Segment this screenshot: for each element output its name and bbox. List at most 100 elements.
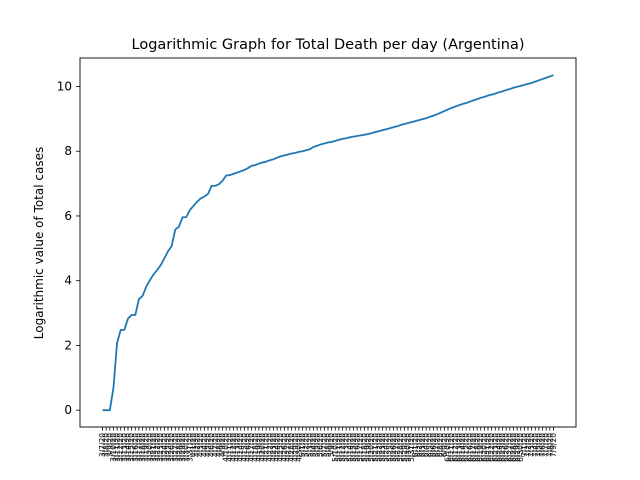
x-tick-label: 5/14/20 — [345, 433, 354, 462]
x-tick-label: 4/27/20 — [284, 433, 293, 462]
x-tick-label: 6/16/20 — [465, 433, 474, 462]
x-tick-label: 3/19/20 — [142, 433, 151, 462]
x-tick-label: 4/2/20 — [193, 433, 202, 457]
x-tick-label: 5/19/20 — [364, 433, 373, 462]
x-tick-label: 5/12/20 — [338, 433, 347, 462]
x-tick-label: 4/26/20 — [280, 433, 289, 462]
x-tick-label: 5/30/20 — [404, 433, 413, 462]
x-tick-label: 6/7/20 — [433, 433, 442, 457]
y-tick-label: 8 — [64, 144, 72, 158]
x-tick-label: 6/2/20 — [414, 433, 423, 457]
x-tick-label: 7/3/20 — [527, 433, 536, 457]
x-tick-label: 5/27/20 — [393, 433, 402, 462]
x-tick-label: 4/9/20 — [218, 433, 227, 457]
x-tick-label: 4/10/20 — [222, 433, 231, 462]
x-tick-label: 5/3/20 — [305, 433, 314, 457]
x-tick-label: 4/28/20 — [287, 433, 296, 462]
x-tick-label: 6/26/20 — [502, 433, 511, 462]
x-tick-label: 7/4/20 — [531, 433, 540, 457]
x-tick-label: 4/24/20 — [273, 433, 282, 462]
x-tick-label: 5/25/20 — [385, 433, 394, 462]
x-tick-label: 7/7/20 — [542, 433, 551, 457]
x-tick-label: 6/3/20 — [418, 433, 427, 457]
x-tick-label: 6/28/20 — [509, 433, 518, 462]
x-tick-label: 5/22/20 — [374, 433, 383, 462]
x-tick-label: 4/20/20 — [258, 433, 267, 462]
x-tick-label: 3/15/20 — [127, 433, 136, 462]
x-tick-label: 5/15/20 — [349, 433, 358, 462]
x-tick-label: 6/13/20 — [454, 433, 463, 462]
x-tick-label: 6/5/20 — [425, 433, 434, 457]
plot-area-frame — [79, 57, 577, 428]
x-tick-label: 5/24/20 — [382, 433, 391, 462]
x-tick-label: 4/23/20 — [269, 433, 278, 462]
x-tick-label: 6/23/20 — [491, 433, 500, 462]
x-tick-label: 5/31/20 — [407, 433, 416, 462]
x-tick-label: 6/8/20 — [436, 433, 445, 457]
x-tick-label: 3/30/20 — [182, 433, 191, 462]
x-tick-label: 3/8/20 — [102, 433, 111, 457]
x-tick-label: 6/18/20 — [473, 433, 482, 462]
x-tick-label: 5/6/20 — [316, 433, 325, 457]
x-tick-label: 3/16/20 — [131, 433, 140, 462]
x-tick-label: 4/30/20 — [294, 433, 303, 462]
x-tick-label: 5/13/20 — [342, 433, 351, 462]
x-tick-label: 3/10/20 — [109, 433, 118, 462]
x-tick-label: 6/6/20 — [429, 433, 438, 457]
x-tick-label: 5/16/20 — [353, 433, 362, 462]
x-tick-label: 5/2/20 — [302, 433, 311, 457]
x-tick-label: 6/12/20 — [451, 433, 460, 462]
x-tick-label: 5/5/20 — [313, 433, 322, 457]
x-tick-label: 4/7/20 — [211, 433, 220, 457]
x-tick-label: 4/15/20 — [240, 433, 249, 462]
x-tick-label: 3/12/20 — [116, 433, 125, 462]
x-tick-label: 4/18/20 — [251, 433, 260, 462]
x-tick-label: 6/24/20 — [494, 433, 503, 462]
x-tick-label: 5/10/20 — [331, 433, 340, 462]
y-tick-label: 2 — [64, 338, 72, 352]
x-tick-label: 5/4/20 — [309, 433, 318, 457]
x-tick-label: 3/29/20 — [178, 433, 187, 462]
x-tick-label: 3/14/20 — [124, 433, 133, 462]
x-tick-label: 4/5/20 — [204, 433, 213, 457]
x-tick-label: 6/14/20 — [458, 433, 467, 462]
x-tick-label: 4/8/20 — [214, 433, 223, 457]
x-tick-label: 7/5/20 — [534, 433, 543, 457]
x-tick-label: 6/30/20 — [516, 433, 525, 462]
x-tick-label: 7/6/20 — [538, 433, 547, 457]
x-tick-label: 6/21/20 — [484, 433, 493, 462]
x-tick-label: 7/2/20 — [524, 433, 533, 457]
x-tick-label: 3/22/20 — [153, 433, 162, 462]
chart-title: Logarithmic Graph for Total Death per da… — [132, 37, 525, 53]
x-tick-label: 4/29/20 — [291, 433, 300, 462]
x-tick-label: 6/29/20 — [513, 433, 522, 462]
x-tick-label: 3/25/20 — [164, 433, 173, 462]
y-axis-label: Logarithmic value of Total cases — [32, 147, 46, 339]
x-tick-label: 5/7/20 — [320, 433, 329, 457]
x-tick-label: 6/9/20 — [440, 433, 449, 457]
x-tick-label: 3/26/20 — [167, 433, 176, 462]
y-tick-label: 0 — [64, 403, 72, 417]
x-tick-label: 6/20/20 — [480, 433, 489, 462]
x-tick-label: 5/1/20 — [298, 433, 307, 457]
x-tick-label: 5/18/20 — [360, 433, 369, 462]
x-tick-label: 4/3/20 — [196, 433, 205, 457]
x-tick-label: 3/20/20 — [145, 433, 154, 462]
x-tick-label: 4/13/20 — [233, 433, 242, 462]
x-tick-label: 6/19/20 — [476, 433, 485, 462]
x-tick-label: 4/25/20 — [276, 433, 285, 462]
x-tick-label: 5/21/20 — [371, 433, 380, 462]
x-tick-label: 5/11/20 — [334, 433, 343, 462]
x-tick-label: 6/10/20 — [444, 433, 453, 462]
series-line — [102, 74, 554, 412]
y-tick-label: 6 — [64, 209, 72, 223]
x-tick-label: 4/14/20 — [236, 433, 245, 462]
x-tick-label: 4/22/20 — [265, 433, 274, 462]
x-tick-label: 7/8/20 — [545, 433, 554, 457]
x-tick-label: 3/9/20 — [105, 433, 114, 457]
x-tick-label: 4/11/20 — [225, 433, 234, 462]
x-tick-label: 5/29/20 — [400, 433, 409, 462]
x-tick-label: 3/13/20 — [120, 433, 129, 462]
x-tick-label: 5/8/20 — [324, 433, 333, 457]
y-tick-label: 10 — [57, 79, 72, 93]
